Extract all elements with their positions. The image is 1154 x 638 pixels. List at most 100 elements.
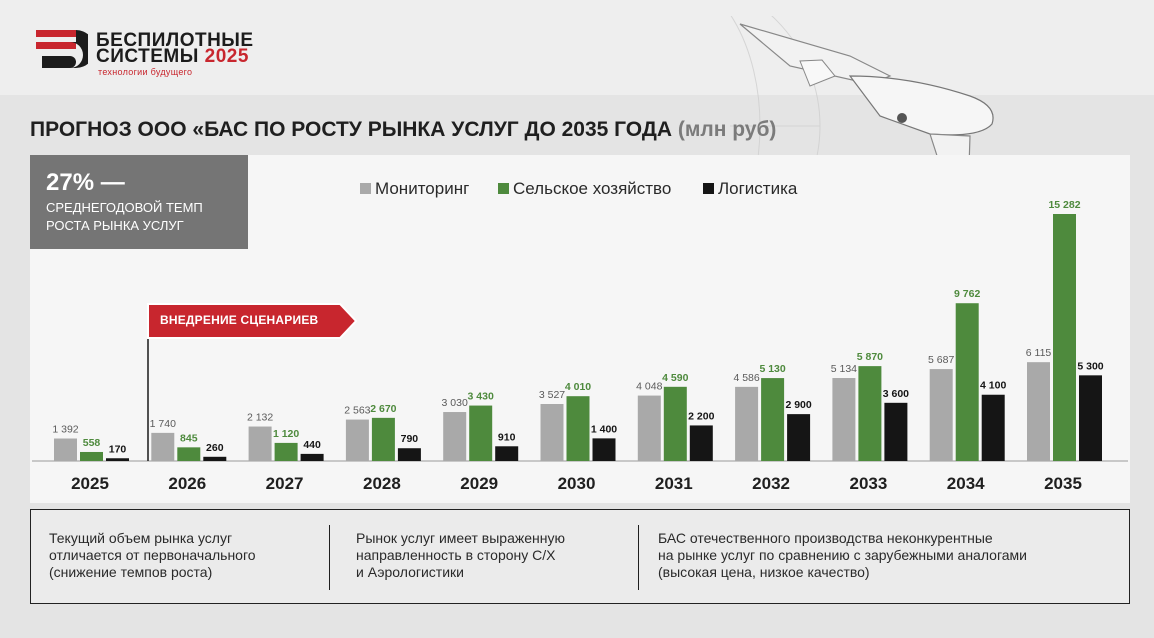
- legend-swatch-monitoring: [360, 183, 371, 194]
- data-label-logistics-2034: 4 100: [980, 380, 1006, 392]
- bar-agriculture-2028: [371, 417, 395, 461]
- data-label-logistics-2031: 2 200: [688, 410, 714, 422]
- page-title-unit: (млн руб): [677, 118, 777, 141]
- logo-line2: СИСТЕМЫ 2025: [96, 46, 249, 68]
- scenario-label: ВНЕДРЕНИЕ СЦЕНАРИЕВ: [160, 313, 319, 327]
- x-tick-label-2027: 2027: [266, 474, 304, 493]
- bar-monitoring-2034: [929, 369, 953, 461]
- x-tick-label-2035: 2035: [1044, 474, 1082, 493]
- data-label-monitoring-2031: 4 048: [636, 381, 662, 393]
- data-label-monitoring-2035: 6 115: [1026, 347, 1052, 359]
- page-title: ПРОГНОЗ ООО «БАС ПО РОСТУ РЫНКА УСЛУГ ДО…: [30, 118, 776, 142]
- data-label-agriculture-2029: 3 430: [468, 391, 494, 403]
- data-label-monitoring-2033: 5 134: [831, 363, 857, 375]
- data-label-monitoring-2030: 3 527: [539, 389, 565, 401]
- bar-logistics-2034: [981, 394, 1005, 461]
- x-tick-label-2026: 2026: [168, 474, 206, 493]
- x-tick-label-2034: 2034: [947, 474, 985, 493]
- logo: БЕСПИЛОТНЫЕ СИСТЕМЫ 2025 технологии буду…: [36, 30, 336, 80]
- bar-monitoring-2027: [248, 426, 272, 461]
- x-tick-label-2031: 2031: [655, 474, 693, 493]
- bar-monitoring-2033: [832, 378, 856, 461]
- bar-monitoring-2025: [54, 438, 77, 461]
- data-label-monitoring-2029: 3 030: [442, 397, 468, 409]
- data-label-logistics-2029: 910: [498, 431, 516, 443]
- bar-monitoring-2031: [637, 395, 661, 461]
- logo-tagline: технологии будущего: [98, 67, 193, 77]
- data-label-logistics-2025: 170: [109, 443, 127, 455]
- data-label-monitoring-2025: 1 392: [52, 424, 78, 436]
- data-label-agriculture-2028: 2 670: [370, 403, 396, 415]
- legend-swatch-logistics: [703, 183, 714, 194]
- x-tick-label-2029: 2029: [460, 474, 498, 493]
- data-label-monitoring-2032: 4 586: [733, 372, 759, 384]
- kpi-box: 27% — СРЕДНЕГОДОВОЙ ТЕМП РОСТА РЫНКА УСЛ…: [30, 155, 248, 249]
- data-label-logistics-2033: 3 600: [883, 388, 909, 400]
- bar-monitoring-2030: [540, 403, 564, 461]
- bar-logistics-2033: [884, 402, 908, 461]
- bar-logistics-2029: [495, 446, 519, 461]
- bar-logistics-2035: [1079, 375, 1102, 461]
- bar-monitoring-2028: [345, 419, 369, 461]
- bar-agriculture-2032: [761, 378, 785, 461]
- bar-agriculture-2026: [177, 447, 201, 461]
- bar-logistics-2030: [592, 438, 616, 461]
- x-tick-label-2030: 2030: [558, 474, 596, 493]
- data-label-monitoring-2034: 5 687: [928, 354, 954, 366]
- bar-agriculture-2027: [274, 442, 298, 461]
- x-tick-label-2028: 2028: [363, 474, 401, 493]
- scenario-banner: ВНЕДРЕНИЕ СЦЕНАРИЕВ: [146, 303, 358, 339]
- bar-monitoring-2032: [735, 386, 759, 461]
- page-title-text: ПРОГНОЗ ООО «БАС ПО РОСТУ РЫНКА УСЛУГ ДО…: [30, 118, 672, 141]
- bar-logistics-2032: [787, 414, 811, 461]
- note-1: Текущий объем рынка услуг отличается от …: [49, 530, 256, 580]
- data-label-logistics-2032: 2 900: [785, 399, 811, 411]
- logo-line2-text: СИСТЕМЫ: [96, 46, 199, 67]
- legend-label-logistics: Логистика: [718, 179, 798, 198]
- data-label-logistics-2035: 5 300: [1077, 360, 1103, 372]
- bar-agriculture-2030: [566, 396, 590, 461]
- bar-logistics-2028: [397, 448, 421, 461]
- x-tick-label-2032: 2032: [752, 474, 790, 493]
- data-label-agriculture-2032: 5 130: [759, 363, 785, 375]
- data-label-agriculture-2027: 1 120: [273, 428, 299, 440]
- divider-2: [638, 525, 639, 590]
- logo-line1: БЕСПИЛОТНЫЕ: [96, 30, 254, 51]
- data-label-agriculture-2026: 845: [180, 432, 198, 444]
- data-label-agriculture-2034: 9 762: [954, 288, 980, 300]
- bar-logistics-2025: [106, 458, 129, 461]
- legend-label-agriculture: Сельское хозяйство: [513, 179, 672, 198]
- divider-1: [329, 525, 330, 590]
- data-label-logistics-2027: 440: [303, 439, 321, 451]
- data-label-agriculture-2025: 558: [83, 437, 101, 449]
- scenario-arrow-shape: [147, 303, 358, 339]
- bar-agriculture-2035: [1053, 214, 1076, 461]
- data-label-agriculture-2030: 4 010: [565, 381, 591, 393]
- kpi-value: 27% —: [46, 169, 125, 196]
- bar-monitoring-2035: [1027, 362, 1050, 461]
- data-label-logistics-2028: 790: [401, 433, 419, 445]
- x-tick-label-2025: 2025: [71, 474, 109, 493]
- bar-monitoring-2029: [443, 412, 467, 461]
- bar-agriculture-2033: [858, 366, 882, 461]
- note-2: Рынок услуг имеет выраженную направленно…: [356, 530, 565, 580]
- x-tick-label-2033: 2033: [849, 474, 887, 493]
- bar-agriculture-2034: [955, 303, 979, 461]
- data-label-logistics-2030: 1 400: [591, 423, 617, 435]
- data-label-monitoring-2028: 2 563: [344, 405, 370, 417]
- note-3: БАС отечественного производства неконкур…: [658, 530, 1027, 580]
- header-band: [0, 0, 1154, 95]
- data-label-monitoring-2027: 2 132: [247, 412, 273, 424]
- bar-agriculture-2025: [80, 451, 103, 461]
- data-label-agriculture-2031: 4 590: [662, 372, 688, 384]
- legend-label-monitoring: Мониторинг: [375, 179, 470, 198]
- info-box: Текущий объем рынка услуг отличается от …: [30, 509, 1130, 604]
- bar-logistics-2027: [300, 453, 324, 461]
- bar-agriculture-2029: [469, 405, 493, 461]
- kpi-label-line2: РОСТА РЫНКА УСЛУГ: [46, 218, 184, 233]
- data-label-agriculture-2033: 5 870: [857, 351, 883, 363]
- data-label-monitoring-2026: 1 740: [150, 418, 176, 430]
- kpi-label-line1: СРЕДНЕГОДОВОЙ ТЕМП: [46, 200, 203, 215]
- data-label-logistics-2026: 260: [206, 442, 224, 454]
